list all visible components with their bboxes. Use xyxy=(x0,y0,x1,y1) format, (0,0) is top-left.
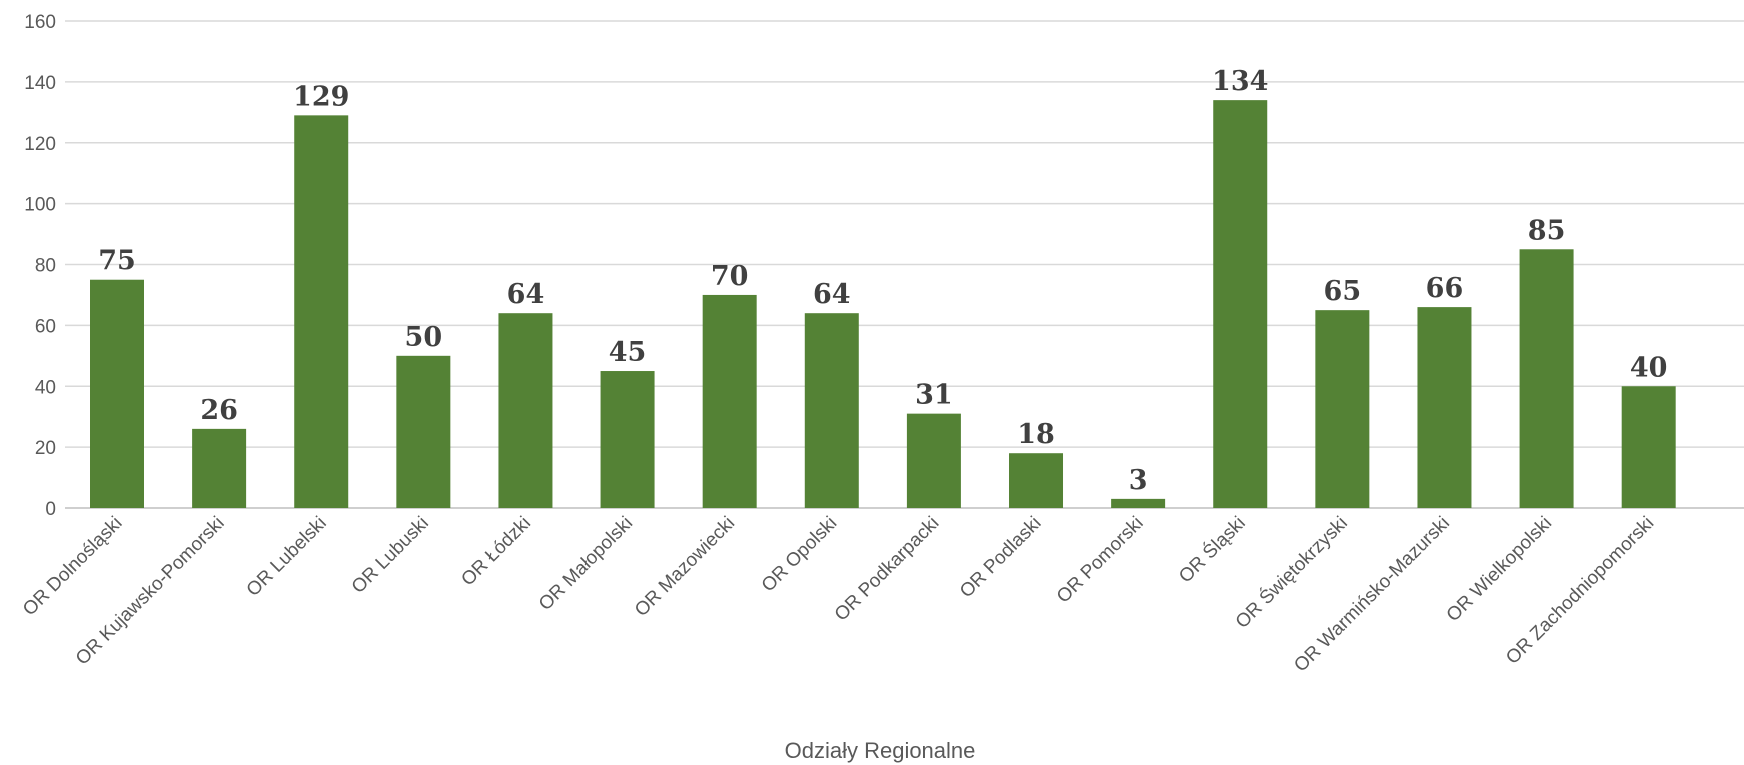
x-tick-label: OR Mazowiecki xyxy=(631,513,739,621)
data-label: 129 xyxy=(293,81,349,112)
y-tick-label: 120 xyxy=(24,134,56,155)
y-tick-label: 160 xyxy=(24,12,56,33)
y-tick-label: 0 xyxy=(45,499,56,520)
bar xyxy=(1009,453,1064,508)
data-label: 75 xyxy=(98,246,136,277)
y-tick-label: 140 xyxy=(24,73,56,94)
x-tick-label: OR Lubuski xyxy=(348,513,433,598)
x-tick-label: OR Podlaski xyxy=(956,513,1046,603)
y-tick-label: 80 xyxy=(35,256,56,277)
bar xyxy=(1519,249,1574,508)
data-label: 64 xyxy=(813,279,851,310)
bar xyxy=(1621,386,1676,508)
x-tick-label: OR Małopolski xyxy=(535,513,637,615)
bar xyxy=(192,428,247,508)
data-label: 3 xyxy=(1129,465,1148,496)
x-tick-label: OR Śląski xyxy=(1174,512,1249,587)
y-tick-label: 100 xyxy=(24,195,56,216)
bar xyxy=(396,355,451,508)
y-axis-ticks: 0 20 40 60 80 100 120 140 160 xyxy=(24,12,56,520)
bar xyxy=(1213,100,1268,508)
data-label: 134 xyxy=(1212,66,1268,97)
x-tick-label: OR Wielkopolski xyxy=(1443,513,1556,626)
data-label: 70 xyxy=(711,261,749,292)
bar xyxy=(498,313,553,508)
bar xyxy=(600,371,655,508)
bar xyxy=(702,294,757,508)
bar xyxy=(294,115,349,508)
x-axis-title: Odziały Regionalne xyxy=(785,738,976,763)
bar xyxy=(804,313,859,508)
data-label: 66 xyxy=(1426,273,1464,304)
data-label: 64 xyxy=(507,279,545,310)
x-tick-label: OR Podkarpacki xyxy=(831,513,944,626)
x-tick-label: OR Łódzki xyxy=(457,513,535,591)
bar xyxy=(906,413,961,508)
data-label: 50 xyxy=(405,322,443,353)
data-label: 26 xyxy=(200,395,238,426)
bar xyxy=(1315,310,1370,508)
x-tick-label: OR Świętokrzyski xyxy=(1231,512,1352,633)
y-tick-label: 40 xyxy=(35,377,56,398)
data-label: 31 xyxy=(915,380,953,411)
data-label: 85 xyxy=(1528,215,1566,246)
x-tick-label: OR Dolnośląski xyxy=(19,513,126,620)
y-tick-label: 60 xyxy=(35,316,56,337)
data-label: 45 xyxy=(609,337,647,368)
x-tick-label: OR Opolski xyxy=(758,513,842,597)
data-label: 65 xyxy=(1324,276,1362,307)
bar xyxy=(90,279,144,508)
bar xyxy=(1417,307,1472,508)
bars xyxy=(90,100,1676,508)
x-tick-label: OR Pomorski xyxy=(1053,513,1148,608)
data-label: 40 xyxy=(1630,352,1668,383)
data-label: 18 xyxy=(1017,419,1055,450)
x-tick-label: OR Lubelski xyxy=(243,513,331,601)
bar xyxy=(1111,498,1166,508)
y-tick-label: 20 xyxy=(35,438,56,459)
data-labels: 75 26 129 50 64 45 70 64 31 18 3 134 65 66 85 40 xyxy=(98,66,1667,496)
